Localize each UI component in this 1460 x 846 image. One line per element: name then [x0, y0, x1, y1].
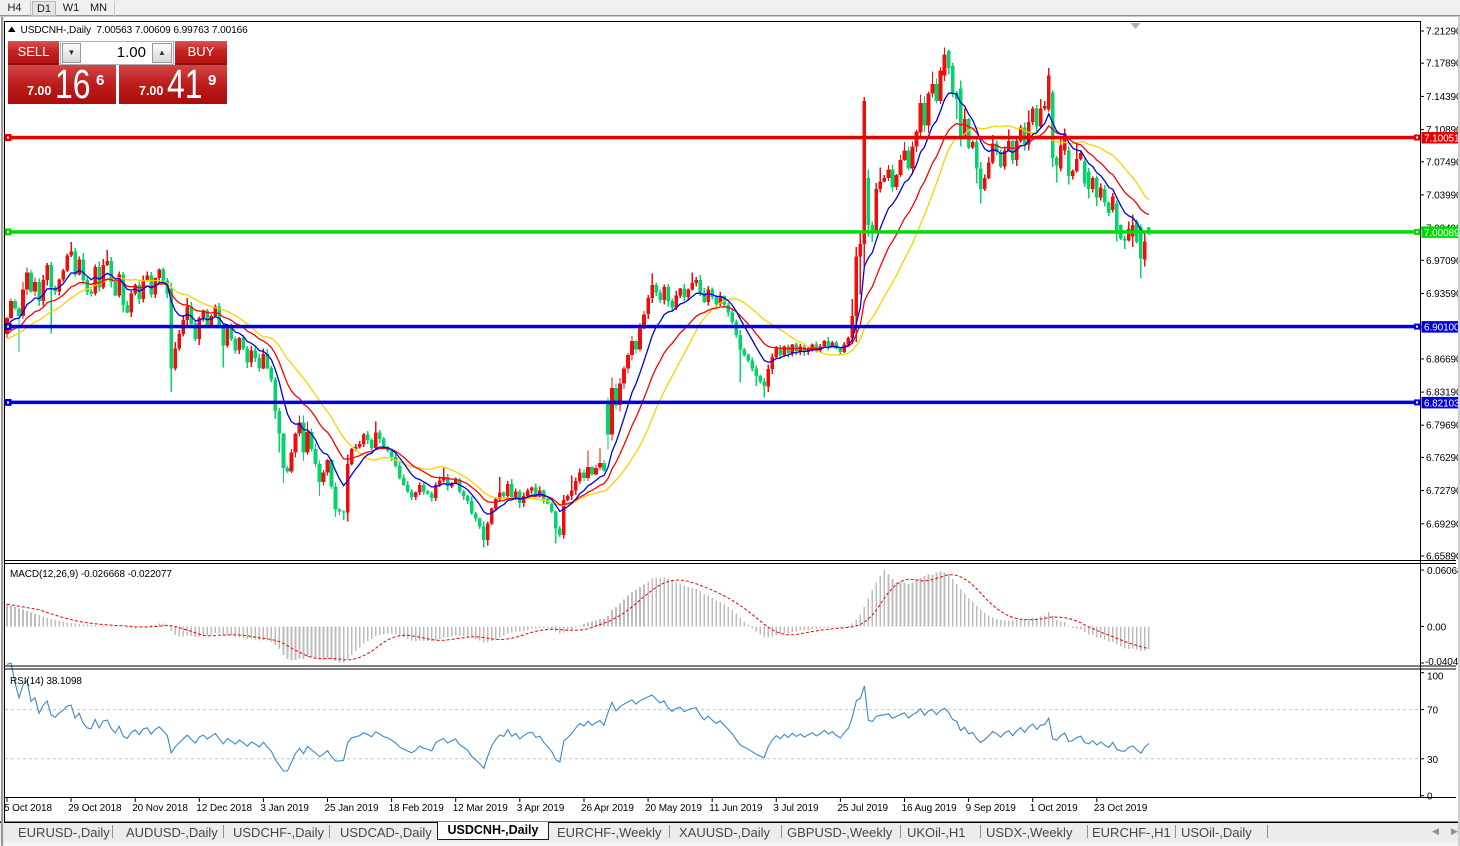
svg-text:6.82103: 6.82103 [1424, 398, 1460, 409]
svg-text:20 May 2019: 20 May 2019 [645, 803, 702, 814]
svg-text:5 Oct 2018: 5 Oct 2018 [4, 803, 52, 814]
svg-text:7.03990: 7.03990 [1426, 190, 1460, 201]
svg-text:100: 100 [1427, 672, 1444, 683]
svg-text:6.69290: 6.69290 [1426, 519, 1460, 530]
svg-text:6.93590: 6.93590 [1426, 289, 1460, 300]
svg-text:-0.040437: -0.040437 [1425, 657, 1460, 668]
svg-text:USDCNH-,Daily 7.00563 7.00609: USDCNH-,Daily 7.00563 7.00609 6.99763 7.… [21, 25, 249, 36]
svg-text:23 Oct 2019: 23 Oct 2019 [1094, 803, 1148, 814]
svg-text:6.72790: 6.72790 [1426, 486, 1460, 497]
svg-text:3 Jul 2019: 3 Jul 2019 [773, 803, 819, 814]
svg-text:0.00: 0.00 [1427, 622, 1447, 633]
svg-text:RSI(14) 38.1098: RSI(14) 38.1098 [10, 676, 82, 687]
svg-text:7.07490: 7.07490 [1426, 157, 1460, 168]
svg-text:6.65890: 6.65890 [1426, 552, 1460, 563]
svg-text:30: 30 [1427, 755, 1438, 766]
svg-text:0.060687: 0.060687 [1427, 566, 1460, 577]
svg-text:26 Apr 2019: 26 Apr 2019 [581, 803, 634, 814]
svg-text:6.83190: 6.83190 [1426, 388, 1460, 399]
svg-text:9 Sep 2019: 9 Sep 2019 [966, 803, 1017, 814]
svg-text:0: 0 [1427, 792, 1433, 803]
svg-text:6.79690: 6.79690 [1426, 421, 1460, 432]
svg-text:11 Jun 2019: 11 Jun 2019 [709, 803, 763, 814]
svg-text:20 Nov 2018: 20 Nov 2018 [132, 803, 188, 814]
svg-text:MACD(12,26,9) -0.026668 -0.022: MACD(12,26,9) -0.026668 -0.022077 [10, 569, 172, 580]
svg-text:16 Aug 2019: 16 Aug 2019 [902, 803, 958, 814]
svg-text:3 Jan 2019: 3 Jan 2019 [260, 803, 309, 814]
svg-text:7.10051: 7.10051 [1424, 134, 1460, 145]
svg-text:25 Jan 2019: 25 Jan 2019 [325, 803, 379, 814]
svg-text:7.14390: 7.14390 [1426, 92, 1460, 103]
svg-text:1 Oct 2019: 1 Oct 2019 [1030, 803, 1078, 814]
svg-text:7.10890: 7.10890 [1426, 125, 1460, 136]
svg-text:6.76290: 6.76290 [1426, 453, 1460, 464]
svg-text:7.17890: 7.17890 [1426, 59, 1460, 70]
svg-text:6.90100: 6.90100 [1424, 323, 1460, 334]
svg-text:7.00089: 7.00089 [1424, 228, 1460, 239]
svg-text:18 Feb 2019: 18 Feb 2019 [389, 803, 445, 814]
svg-text:7.21290: 7.21290 [1426, 27, 1460, 38]
svg-text:12 Mar 2019: 12 Mar 2019 [453, 803, 509, 814]
svg-text:12 Dec 2018: 12 Dec 2018 [196, 803, 252, 814]
svg-text:3 Apr 2019: 3 Apr 2019 [517, 803, 565, 814]
svg-text:70: 70 [1427, 706, 1438, 717]
svg-text:6.97090: 6.97090 [1426, 256, 1460, 267]
svg-text:25 Jul 2019: 25 Jul 2019 [837, 803, 888, 814]
svg-text:29 Oct 2018: 29 Oct 2018 [68, 803, 122, 814]
svg-text:6.86690: 6.86690 [1426, 354, 1460, 365]
